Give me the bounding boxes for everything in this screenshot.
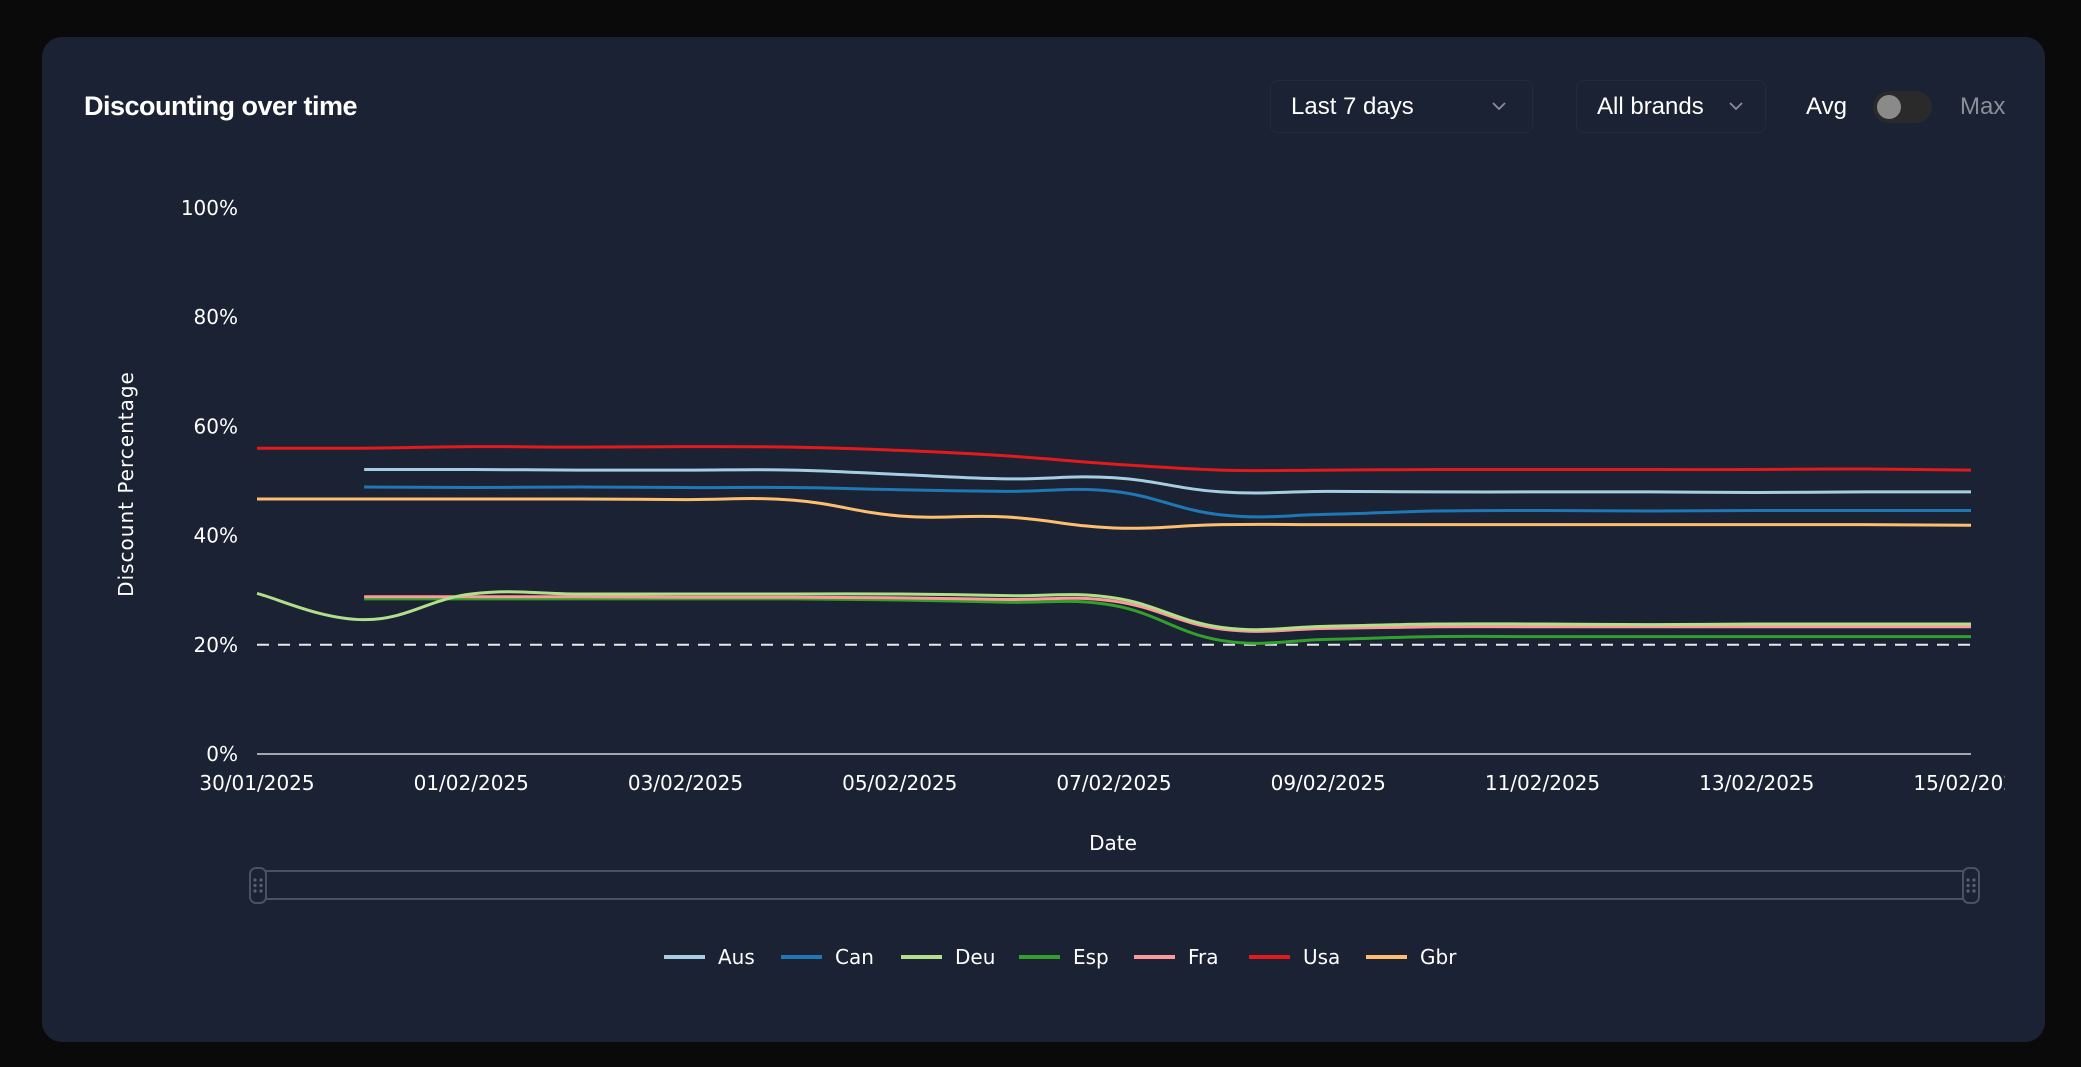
y-tick-label: 80%: [194, 305, 238, 329]
legend-item-gbr[interactable]: Gbr: [1366, 945, 1457, 969]
toggle-label-avg: Avg: [1806, 93, 1847, 120]
chart-card: Discounting over time Last 7 days All br…: [42, 37, 2045, 1042]
series-line-can: [364, 485, 1971, 519]
range-slider[interactable]: [249, 867, 1980, 904]
legend-label: Fra: [1188, 945, 1219, 969]
avg-max-toggle[interactable]: [1873, 91, 1932, 123]
toggle-label-max: Max: [1960, 93, 2006, 120]
period-dropdown-value: Last 7 days: [1291, 92, 1414, 120]
y-tick-label: 100%: [181, 196, 238, 220]
legend-item-esp[interactable]: Esp: [1019, 945, 1109, 969]
x-tick-label: 05/02/2025: [842, 771, 957, 795]
legend-item-can[interactable]: Can: [781, 945, 874, 969]
y-tick-label: 60%: [194, 414, 238, 438]
range-slider-track[interactable]: [257, 870, 1972, 900]
legend-item-fra[interactable]: Fra: [1134, 945, 1219, 969]
series-line-esp: [364, 597, 1971, 645]
legend-item-usa[interactable]: Usa: [1249, 945, 1340, 969]
x-tick-label: 11/02/2025: [1485, 771, 1600, 795]
x-tick-label: 13/02/2025: [1699, 771, 1814, 795]
legend-label: Aus: [718, 945, 755, 969]
x-tick-label: 07/02/2025: [1056, 771, 1171, 795]
x-axis-title: Date: [1089, 831, 1137, 855]
series-line-aus: [364, 467, 1972, 495]
range-slider-handle-right[interactable]: [1962, 867, 1980, 904]
range-slider-handle-left[interactable]: [249, 867, 267, 904]
x-tick-label: 30/01/2025: [199, 771, 314, 795]
y-tick-label: 40%: [194, 524, 238, 548]
legend-label: Can: [835, 945, 874, 969]
legend-label: Deu: [955, 945, 995, 969]
chevron-down-icon: [1729, 102, 1743, 111]
legend: Aus Can Deu Esp Fra Usa Gbr: [664, 945, 1457, 969]
series-line-deu: [256, 590, 1971, 632]
chevron-down-icon: [1492, 102, 1506, 111]
card-title: Discounting over time: [84, 91, 358, 121]
x-tick-label: 09/02/2025: [1271, 771, 1386, 795]
series-line-fra: [364, 595, 1971, 633]
legend-item-deu[interactable]: Deu: [901, 945, 995, 969]
series-line-usa: [256, 445, 1972, 473]
toggle-knob: [1877, 95, 1901, 119]
y-axis-title: Discount Percentage: [114, 371, 138, 597]
brand-dropdown[interactable]: All brands: [1576, 80, 1766, 133]
y-tick-label: 20%: [194, 633, 238, 657]
x-tick-label: 01/02/2025: [414, 771, 529, 795]
y-tick-label: 0%: [206, 742, 238, 766]
series-line-gbr: [257, 497, 1972, 530]
brand-dropdown-value: All brands: [1597, 92, 1704, 120]
legend-item-aus[interactable]: Aus: [664, 945, 755, 969]
x-tick-label: 03/02/2025: [628, 771, 743, 795]
legend-label: Esp: [1073, 945, 1109, 969]
legend-label: Usa: [1303, 945, 1340, 969]
period-dropdown[interactable]: Last 7 days: [1270, 80, 1533, 133]
x-tick-label: 15/02/2025: [1913, 771, 2028, 795]
legend-label: Gbr: [1420, 945, 1457, 969]
